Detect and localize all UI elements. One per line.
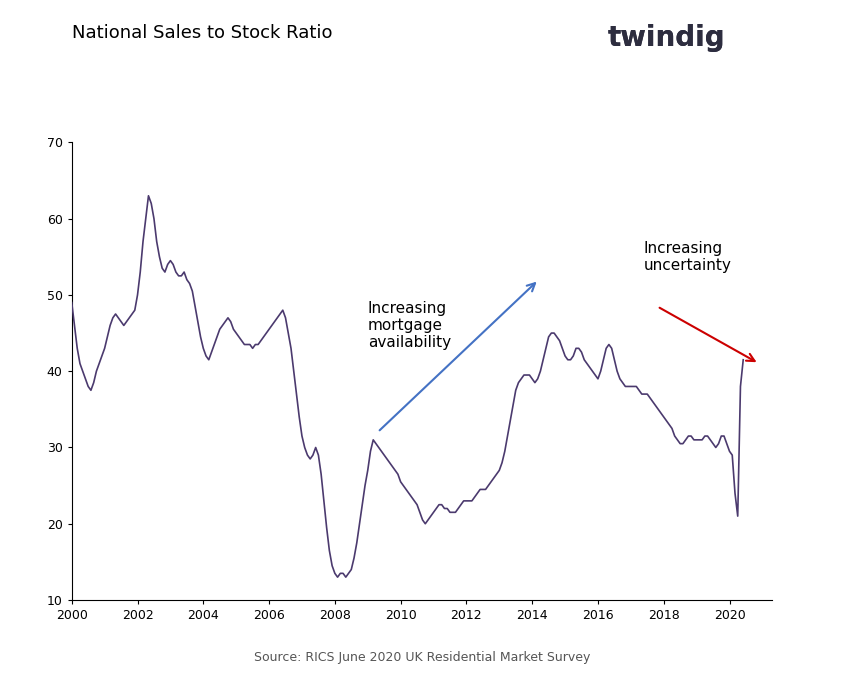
Text: Ratio of Sales to Stocks (on surveyors’ books): Ratio of Sales to Stocks (on surveyors’ …: [248, 117, 596, 130]
Text: Source: RICS June 2020 UK Residential Market Survey: Source: RICS June 2020 UK Residential Ma…: [254, 652, 590, 664]
Text: Increasing
uncertainty: Increasing uncertainty: [644, 241, 732, 273]
Text: Level: Level: [93, 117, 130, 130]
Text: twindig: twindig: [608, 24, 725, 52]
Text: twindig: twindig: [608, 24, 725, 52]
Text: National Sales to Stock Ratio: National Sales to Stock Ratio: [72, 24, 333, 42]
Text: Increasing
mortgage
availability: Increasing mortgage availability: [368, 300, 451, 351]
